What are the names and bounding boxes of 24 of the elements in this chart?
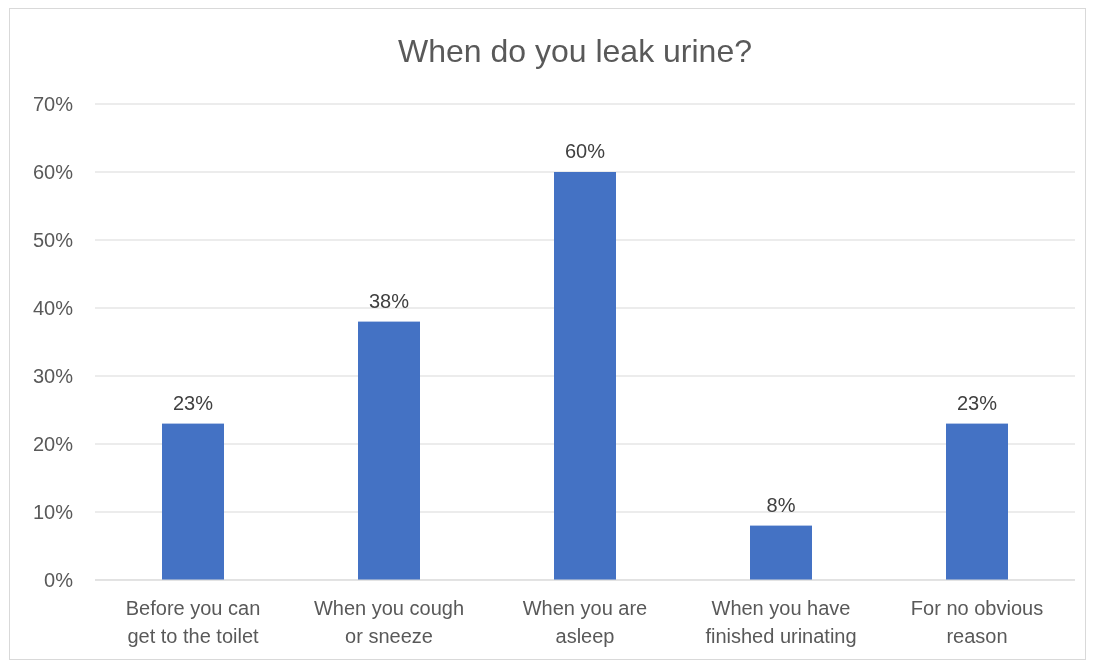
y-tick-label: 10% — [32, 501, 74, 523]
chart-title: When do you leak urine? — [398, 33, 752, 69]
x-tick-label: When you are asleep — [522, 597, 648, 647]
bar — [358, 321, 420, 580]
data-label: 38% — [368, 289, 410, 312]
data-label: 60% — [564, 140, 606, 162]
bar — [162, 423, 224, 580]
x-tick-label: When you cough or sneeze — [313, 597, 465, 647]
bar — [554, 172, 616, 580]
x-tick-label: Before you can get to the toilet — [125, 597, 261, 647]
y-tick-label: 60% — [32, 161, 74, 183]
y-tick-label: 20% — [32, 433, 74, 455]
y-tick-label: 40% — [32, 297, 74, 319]
data-label: 8% — [766, 493, 796, 516]
x-tick-label: When you have finished urinating — [705, 597, 857, 647]
x-tick-label: For no obvious reason — [910, 597, 1044, 647]
bar — [946, 423, 1008, 580]
y-tick-label: 0% — [44, 569, 74, 591]
y-tick-label: 50% — [32, 229, 74, 251]
data-label: 23% — [172, 391, 214, 414]
data-label: 23% — [956, 391, 998, 414]
y-tick-label: 70% — [32, 93, 74, 115]
y-tick-label: 30% — [32, 365, 74, 387]
bar — [750, 525, 812, 580]
